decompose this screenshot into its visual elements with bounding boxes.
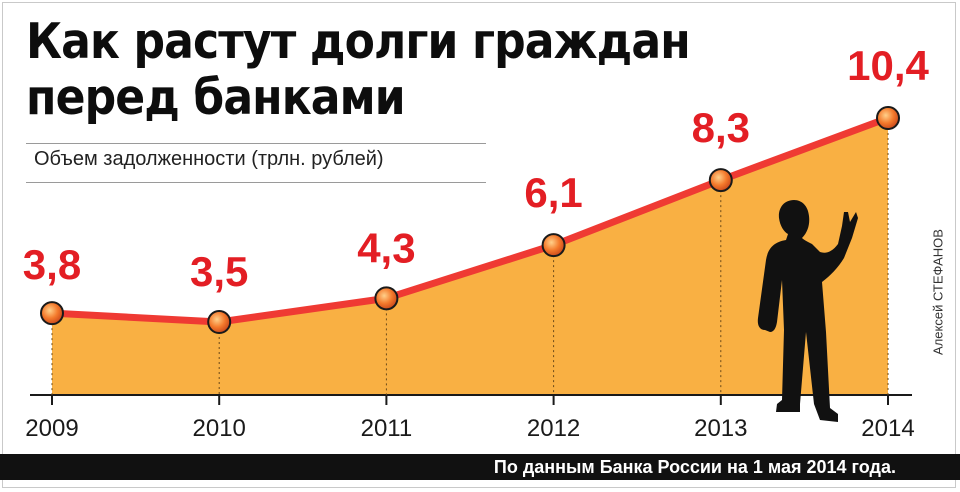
series-line bbox=[48, 114, 892, 326]
x-tick-label-2010: 2010 bbox=[193, 415, 246, 442]
source-note: По данным Банка России на 1 мая 2014 год… bbox=[493, 457, 896, 477]
x-tick-label-2011: 2011 bbox=[361, 415, 413, 442]
x-tick-label-2009: 2009 bbox=[25, 415, 78, 442]
value-label-2013: 8,3 bbox=[692, 104, 750, 151]
value-label-2014: 10,4 bbox=[847, 42, 929, 89]
x-tick-label-2014: 2014 bbox=[861, 415, 914, 442]
chart-title: Как растут долги граждан перед банками bbox=[26, 14, 710, 126]
value-label-2011: 4,3 bbox=[357, 224, 415, 271]
chart-title-line2: перед банками bbox=[26, 69, 406, 126]
data-point-2013 bbox=[708, 168, 733, 193]
x-tick-label-2012: 2012 bbox=[527, 415, 580, 442]
author-credit: Алексей СТЕФАНОВ bbox=[930, 229, 946, 355]
data-point-2011 bbox=[374, 286, 399, 311]
series-area bbox=[52, 118, 888, 395]
chart-title-line1: Как растут долги граждан bbox=[26, 13, 691, 70]
subtitle-top-rule bbox=[26, 143, 486, 144]
value-label-2009: 3,8 bbox=[23, 241, 81, 288]
data-point-2010 bbox=[207, 310, 232, 334]
subtitle-bottom-rule bbox=[26, 182, 486, 183]
data-point-2009 bbox=[40, 301, 64, 326]
data-point-2012 bbox=[541, 233, 566, 258]
value-label-2012: 6,1 bbox=[524, 169, 582, 216]
data-point-2014 bbox=[876, 106, 900, 130]
value-label-2010: 3,5 bbox=[190, 248, 248, 295]
x-tick-label-2013: 2013 bbox=[694, 415, 747, 442]
source-bar: По данным Банка России на 1 мая 2014 год… bbox=[0, 454, 960, 480]
chart-subtitle: Объем задолженности (трлн. рублей) bbox=[34, 148, 384, 170]
silhouette-figure bbox=[757, 200, 858, 422]
